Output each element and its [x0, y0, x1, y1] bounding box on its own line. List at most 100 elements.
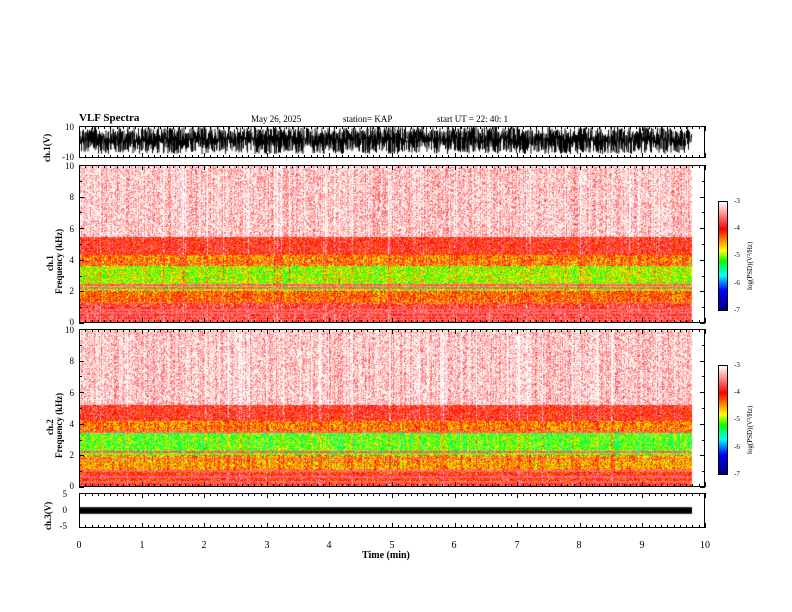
axis-tick	[210, 493, 212, 496]
axis-tick	[654, 493, 656, 496]
axis-tick	[423, 329, 425, 332]
axis-tick	[623, 484, 625, 487]
axis-tick	[642, 318, 644, 323]
axis-tick	[535, 155, 537, 158]
axis-tick	[473, 320, 475, 323]
axis-tick	[561, 329, 563, 332]
axis-tick	[241, 493, 243, 496]
axis-tick	[648, 484, 650, 487]
axis-tick	[667, 320, 669, 323]
axis-tick	[592, 493, 594, 496]
axis-tick	[435, 484, 437, 487]
axis-tick	[686, 329, 688, 332]
axis-tick	[216, 155, 218, 158]
axis-tick	[204, 126, 206, 131]
axis-tick	[166, 484, 168, 487]
axis-tick	[273, 484, 275, 487]
axis-tick	[492, 493, 494, 496]
axis-tick	[598, 493, 600, 496]
axis-tick	[698, 484, 700, 487]
axis-tick	[473, 329, 475, 332]
axis-tick	[216, 493, 218, 496]
axis-tick	[648, 525, 650, 528]
x-tick-label: 0	[76, 540, 82, 551]
ch2-colorbar-tick: -3	[734, 361, 740, 369]
axis-tick	[623, 165, 625, 168]
axis-tick	[661, 126, 663, 129]
axis-tick	[561, 165, 563, 168]
axis-tick	[442, 525, 444, 528]
axis-tick	[598, 484, 600, 487]
axis-tick	[116, 155, 118, 158]
axis-tick	[141, 329, 143, 334]
axis-tick	[91, 493, 93, 496]
axis-tick	[498, 329, 500, 332]
axis-tick	[542, 493, 544, 496]
axis-tick	[460, 484, 462, 487]
ch2-colorbar-tick: -7	[734, 470, 740, 478]
axis-tick	[623, 493, 625, 496]
ch3-wave-ylabel: ch.3(V)	[43, 501, 53, 530]
axis-tick	[335, 155, 337, 158]
axis-tick	[498, 320, 500, 323]
axis-tick	[204, 329, 206, 334]
axis-tick	[304, 493, 306, 496]
axis-tick	[110, 484, 112, 487]
ch2-freq-tick-label: 10	[65, 325, 74, 335]
axis-tick	[579, 318, 581, 323]
axis-tick	[172, 484, 174, 487]
axis-tick	[629, 525, 631, 528]
axis-tick	[298, 484, 300, 487]
axis-tick	[185, 165, 187, 168]
axis-tick	[116, 525, 118, 528]
axis-tick	[629, 329, 631, 332]
axis-tick	[116, 165, 118, 168]
axis-tick	[679, 320, 681, 323]
axis-tick	[279, 320, 281, 323]
axis-tick	[91, 165, 93, 168]
axis-tick	[266, 482, 268, 487]
axis-tick	[291, 493, 293, 496]
axis-tick	[642, 165, 644, 170]
axis-tick	[548, 155, 550, 158]
axis-tick	[692, 126, 694, 129]
axis-tick	[385, 155, 387, 158]
axis-tick	[392, 493, 393, 498]
axis-tick	[700, 455, 705, 457]
axis-tick	[692, 493, 694, 496]
axis-tick	[185, 155, 187, 158]
axis-tick	[702, 344, 705, 346]
axis-tick	[661, 155, 663, 158]
ch1-colorbar-tick: -6	[734, 279, 740, 287]
axis-tick	[354, 155, 356, 158]
axis-tick	[135, 329, 137, 332]
axis-tick	[266, 493, 268, 498]
axis-tick	[273, 126, 275, 129]
axis-tick	[204, 153, 206, 158]
axis-tick	[654, 525, 656, 528]
axis-tick	[579, 126, 581, 131]
ch1-colorbar-tick: -7	[734, 306, 740, 314]
axis-tick	[154, 329, 156, 332]
axis-tick	[404, 165, 406, 168]
axis-tick	[404, 484, 406, 487]
axis-tick	[554, 484, 556, 487]
axis-tick	[548, 329, 550, 332]
axis-tick	[116, 484, 118, 487]
axis-tick	[366, 320, 368, 323]
axis-tick	[586, 165, 588, 168]
axis-tick	[554, 329, 556, 332]
axis-tick	[323, 126, 325, 129]
axis-tick	[702, 180, 705, 182]
axis-tick	[110, 525, 112, 528]
axis-tick	[460, 493, 462, 496]
axis-tick	[498, 126, 500, 129]
axis-tick	[373, 525, 375, 528]
ch1-wave-tick-label: -10	[62, 152, 74, 162]
axis-tick	[135, 155, 137, 158]
axis-tick	[216, 525, 218, 528]
axis-tick	[392, 153, 393, 158]
axis-tick	[197, 525, 199, 528]
axis-tick	[266, 523, 268, 528]
axis-tick	[110, 493, 112, 496]
